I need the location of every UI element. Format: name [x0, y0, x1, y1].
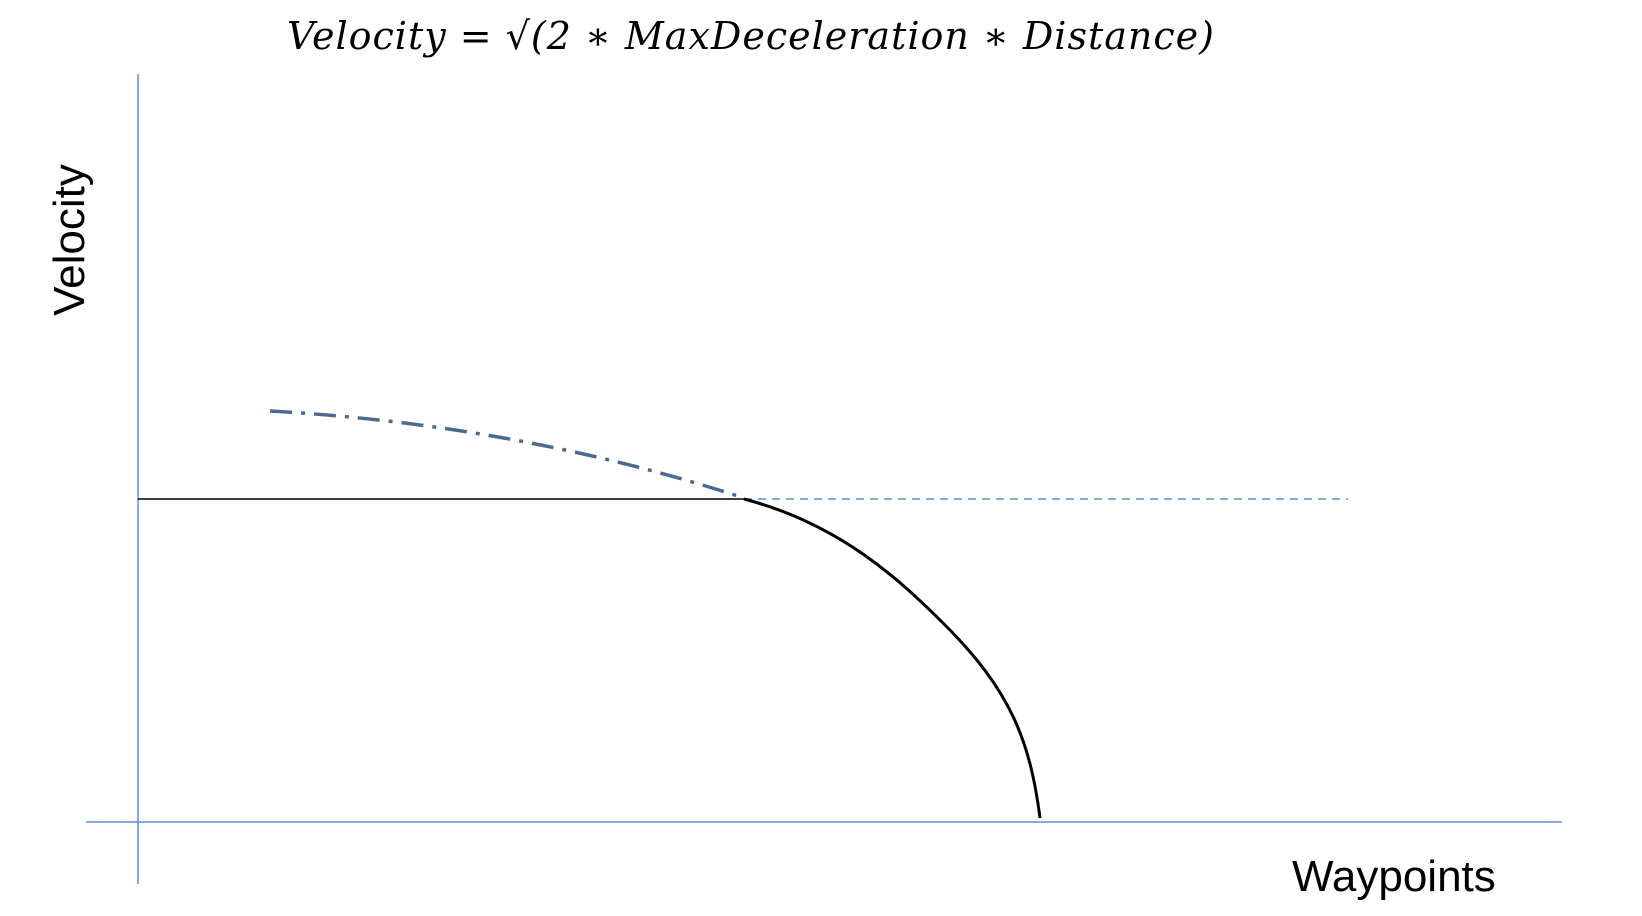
projected-velocity-curve [269, 409, 745, 500]
deceleration-curve [743, 497, 1042, 819]
x-axis-label: Waypoints [1292, 852, 1496, 901]
velocity-formula: Velocity = √(2 ∗ MaxDeceleration ∗ Dista… [287, 14, 1215, 58]
